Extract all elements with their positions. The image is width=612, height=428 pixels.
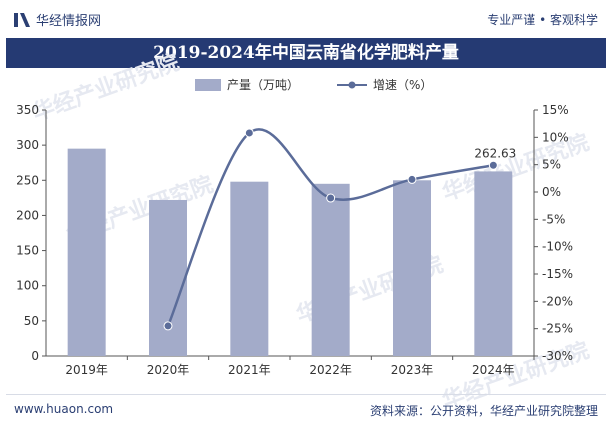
y-right-tick-label: -15% xyxy=(542,267,573,281)
x-tick-label: 2020年 xyxy=(147,363,190,377)
legend-item-bar: 产量（万吨） xyxy=(195,76,299,93)
y-right-tick-label: -10% xyxy=(542,240,573,254)
x-tick-label: 2021年 xyxy=(228,363,271,377)
brand-logo-icon xyxy=(14,12,30,27)
bar-6 xyxy=(474,171,513,356)
growth-point-2 xyxy=(244,128,254,138)
y-left-tick-label: 350 xyxy=(16,103,39,117)
x-tick-label: 2023年 xyxy=(391,363,434,377)
y-left-tick-label: 150 xyxy=(16,244,39,258)
tagline: 专业严谨 • 客观科学 xyxy=(487,13,598,27)
y-right-tick-label: 5% xyxy=(542,158,561,172)
title-bar: 2019-2024年中国云南省化学肥料产量 xyxy=(6,38,606,68)
y-right-tick-label: 15% xyxy=(542,103,569,117)
brand[interactable]: 华经情报网 xyxy=(14,10,101,29)
top-bar: 华经情报网 专业严谨 • 客观科学 xyxy=(0,0,612,38)
y-left-tick-label: 200 xyxy=(16,208,39,222)
chart-legend: 产量（万吨） 增速（%） xyxy=(195,76,432,93)
y-right-tick-label: -20% xyxy=(542,294,573,308)
legend-line-swatch xyxy=(337,81,368,88)
footer-source: 资料来源：公开资料，华经产业研究院整理 xyxy=(369,404,598,418)
growth-point-5 xyxy=(488,160,498,170)
y-left-tick-label: 250 xyxy=(16,173,39,187)
y-right-tick-label: -30% xyxy=(542,349,573,363)
growth-point-4 xyxy=(407,174,417,184)
legend-bar-label: 产量（万吨） xyxy=(227,78,300,92)
growth-line xyxy=(166,128,494,327)
bar-3 xyxy=(230,181,269,356)
bar-4 xyxy=(311,183,350,356)
y-right-tick-label: 0% xyxy=(542,185,561,199)
y-right-tick-label: -25% xyxy=(542,322,573,336)
x-tick-label: 2019年 xyxy=(65,363,108,377)
x-tick-label: 2022年 xyxy=(309,363,352,377)
bar-5 xyxy=(393,180,431,356)
y-right-tick-label: -5% xyxy=(542,212,565,226)
y-right-tick-label: 10% xyxy=(542,130,569,144)
brand-name: 华经情报网 xyxy=(36,14,102,29)
bar-1 xyxy=(67,148,106,356)
bar-2 xyxy=(149,199,187,356)
legend-line-label: 增速（%） xyxy=(373,78,433,92)
footer-url[interactable]: www.huaon.com xyxy=(14,402,114,416)
y-left-tick-label: 300 xyxy=(16,138,39,152)
x-tick-label: 2024年 xyxy=(472,363,515,377)
footer-divider xyxy=(6,394,606,395)
y-left-tick-label: 100 xyxy=(16,279,39,293)
y-left-tick-label: 0 xyxy=(31,349,39,363)
growth-point-1 xyxy=(163,321,173,331)
y-left-tick-label: 50 xyxy=(24,314,39,328)
legend-bar-swatch xyxy=(195,78,221,91)
chart-title: 2019-2024年中国云南省化学肥料产量 xyxy=(153,43,459,63)
growth-point-3 xyxy=(326,193,336,203)
data-label: 262.63 xyxy=(474,146,516,160)
legend-item-line: 增速（%） xyxy=(337,76,432,93)
